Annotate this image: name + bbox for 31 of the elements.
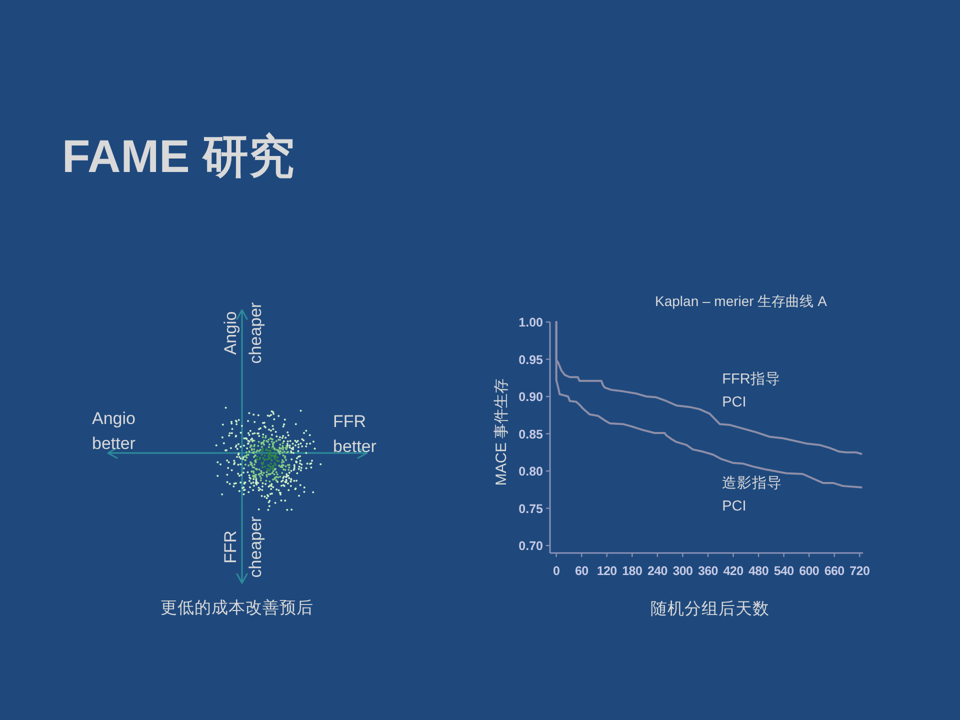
y-tick-label: 0.90 [518, 390, 544, 404]
annotation: FFR cheaper [221, 516, 265, 578]
x-tick-label: 60 [574, 564, 589, 578]
x-tick-label: 300 [672, 564, 694, 578]
series-label: 造影指导 PCI [722, 475, 782, 514]
x-tick-label: 240 [647, 564, 668, 578]
x-tick-label: 420 [723, 564, 744, 578]
y-tick-label: 0.80 [518, 464, 544, 479]
x-axis-title: 随机分组后天数 [650, 599, 770, 618]
y-axis-title: MACE 事件生存 [493, 378, 510, 486]
annotation: Angio better [92, 409, 136, 453]
y-tick-label: 0.75 [518, 502, 544, 516]
y-tick-label: 0.95 [518, 352, 544, 367]
y-tick-label: 0.85 [518, 427, 544, 442]
x-tick-label: 180 [622, 564, 642, 578]
y-tick-label: 0.70 [518, 539, 544, 554]
y-tick-label: 1.00 [518, 316, 544, 330]
x-tick-label: 540 [774, 564, 794, 578]
chart-title: Kaplan – merier 生存曲线 A [655, 293, 827, 309]
x-tick-label: 360 [698, 564, 718, 578]
annotation: FFR better [333, 412, 376, 456]
x-tick-label: 120 [596, 564, 618, 578]
chart-title: FAME 研究 [62, 130, 295, 182]
x-tick-label: 720 [850, 564, 870, 578]
x-tick-label: 0 [552, 564, 560, 578]
annotation: Angio cheaper [221, 302, 265, 364]
annotation: 更低的成本改善预后 [160, 598, 314, 617]
x-tick-label: 660 [824, 564, 845, 578]
x-tick-label: 600 [799, 564, 820, 578]
series-label: FFR指导 PCI [722, 371, 780, 410]
x-tick-label: 480 [748, 564, 769, 578]
